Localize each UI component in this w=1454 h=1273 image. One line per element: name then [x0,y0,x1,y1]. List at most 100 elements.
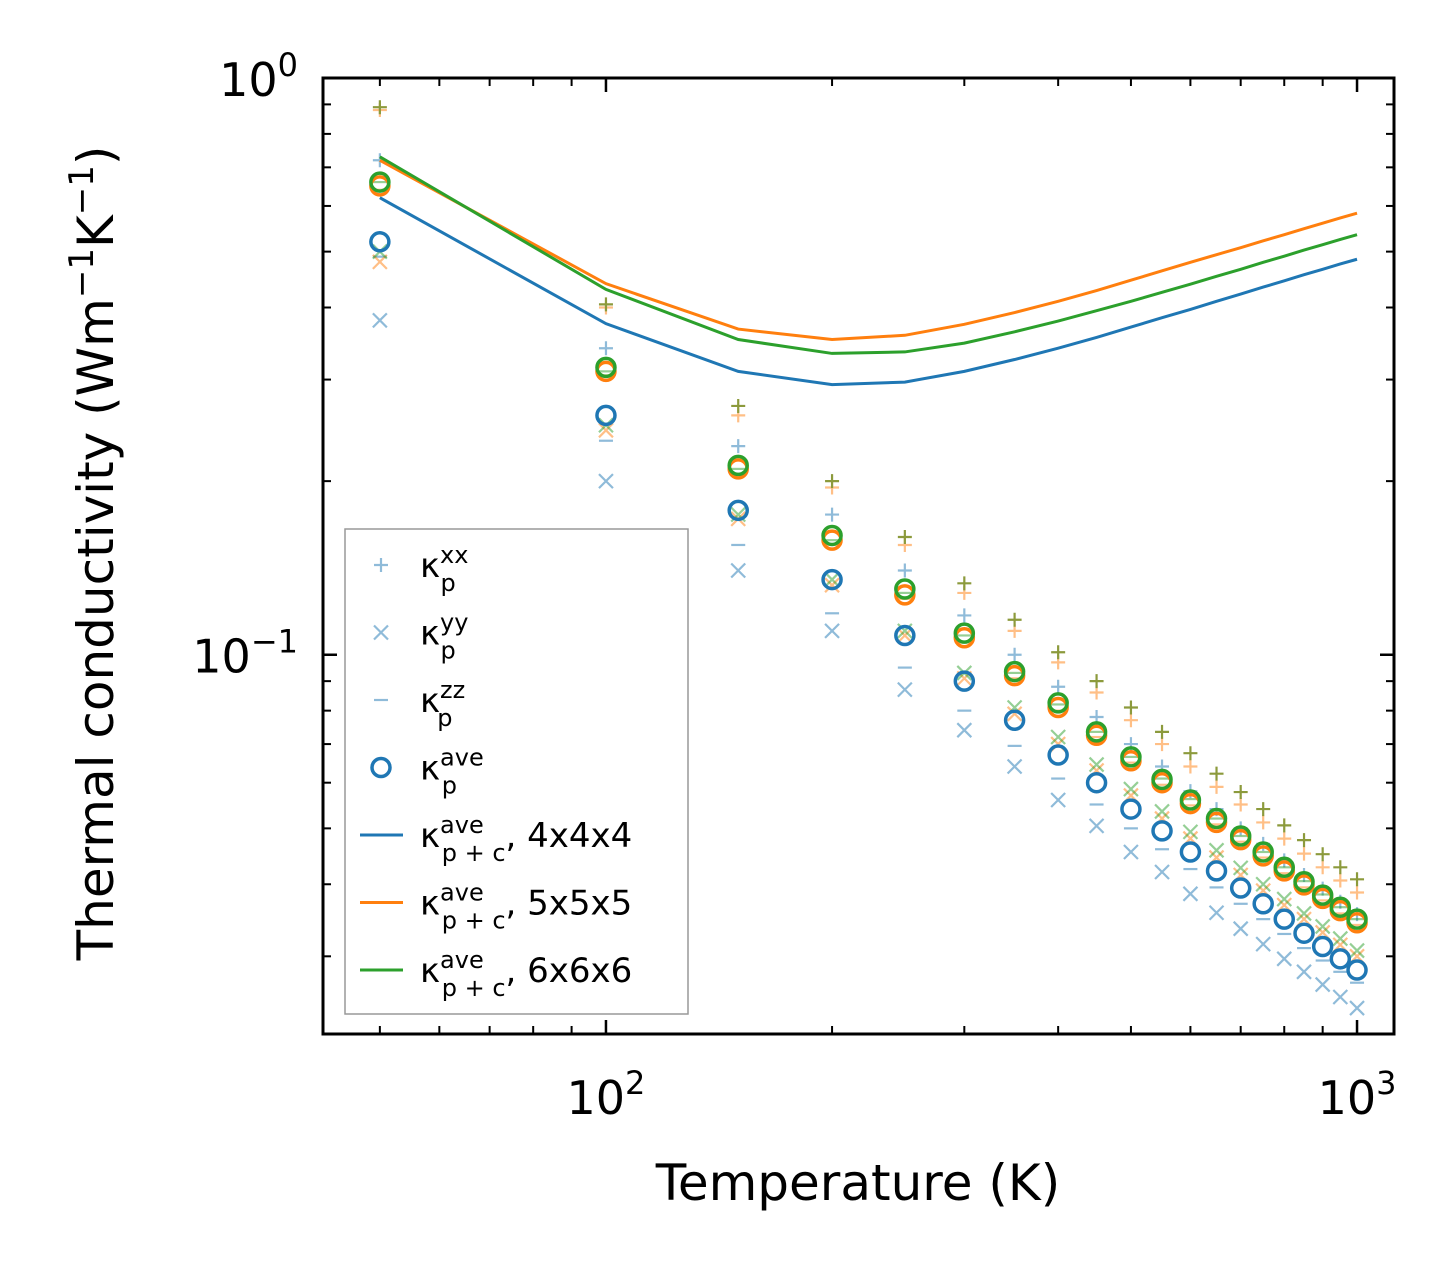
data-point-κp_xx_6-4 [897,530,912,545]
data-point-κp_ave_4-2 [727,499,749,522]
legend-label-sub: p + c [442,974,506,1002]
legend-label-kappa: κ [420,951,440,991]
legend-label: κave p + c, 4x4x4 [420,811,632,867]
legend-label-kappa: κ [420,546,440,586]
data-point-κp_ave_6-5 [953,622,976,644]
series-κp_ave_4 [369,231,1368,981]
data-point-κp_yy_4-3 [824,623,840,639]
data-point-κp_yy_6-18 [1332,930,1349,947]
legend-entry-4: κave p + c, 4x4x4 [360,811,632,867]
data-point-κp_xx_6-5 [957,576,972,591]
data-point-κp_ave_4-19 [1346,959,1368,981]
data-point-κp_xx_4-7 [1051,679,1066,694]
data-point-κp_yy_4-0 [372,312,388,329]
y-tick-label-base: 10 [192,630,251,684]
data-point-κp_yy_6-17 [1314,918,1331,935]
data-point-κp_xx_5-19 [1350,885,1365,900]
legend-label-sub: p [440,637,455,665]
data-point-κp_yy_4-12 [1208,904,1225,921]
data-point-κp_ave_6-16 [1293,871,1315,893]
data-point-κp_xx_4-6 [1007,647,1022,662]
series-κp+c_ave_5x5x5 [379,158,1358,342]
legend-label-sup: ave [440,879,484,907]
data-point-κp_yy_5-3 [824,577,840,593]
y-axis-label-end: ) [67,146,125,166]
legend-entry-0: κxx p [374,541,468,597]
y-axis-label-mid: K [67,214,125,248]
data-point-κp_ave_6-0 [369,171,391,193]
x-tick-label-base: 10 [1318,1071,1377,1125]
data-point-κp_ave_4-16 [1293,922,1315,944]
series-group [369,100,1368,1016]
series-κp_ave_6 [369,171,1368,930]
series-κp_zz_6 [372,180,1365,921]
legend-label-tail: , 5x5x5 [506,884,633,924]
x-tick-label-exp: 3 [1376,1064,1396,1102]
data-point-κp_yy_4-9 [1123,844,1139,860]
data-point-κp_ave_4-18 [1329,948,1352,970]
x-tick-label-1: 103 [1318,1064,1397,1125]
x-tick-label-base: 10 [567,1071,626,1125]
data-point-κp_ave_4-11 [1179,841,1202,863]
data-point-κp_ave_6-9 [1120,746,1142,768]
legend-entry-5: κave p + c, 5x5x5 [360,879,632,935]
data-point-κp_yy_4-2 [730,562,746,579]
data-point-κp_ave_4-15 [1273,908,1295,930]
data-point-κp_xx_6-6 [1007,612,1022,627]
data-point-κp_yy_4-18 [1332,989,1349,1005]
data-point-κp_ave_6-17 [1311,884,1334,906]
data-point-κp_xx_5-15 [1277,831,1292,846]
data-point-κp_ave_6-8 [1085,721,1108,743]
data-point-κp_ave_4-12 [1205,860,1228,882]
legend-label: κzz p [420,676,465,732]
data-point-κp_yy_6-10 [1154,803,1170,820]
data-point-κp_yy_6-16 [1296,905,1312,922]
data-point-κp_xx_4-4 [897,563,912,578]
data-point-κp_ave_4-7 [1047,744,1069,766]
series-κp+c_ave_6x6x6 [379,155,1358,355]
legend-label: κave p + c, 6x6x6 [420,946,632,1002]
data-point-κp_ave_4-17 [1311,935,1334,958]
data-point-κp_ave_4-6 [1003,709,1026,731]
data-point-κp_xx_5-17 [1315,860,1330,875]
legend-label-kappa: κ [420,816,440,856]
data-point-κp_xx_4-2 [731,439,746,454]
plot-area [369,100,1368,1016]
data-point-κp_yy_5-6 [1006,706,1023,722]
data-point-κp_xx_6-10 [1155,724,1170,739]
y-tick-label-base: 10 [219,53,278,107]
data-point-κp_xx_6-9 [1123,700,1138,715]
data-point-κp_ave_6-1 [595,356,617,379]
data-point-κp_ave_4-10 [1151,820,1173,842]
legend-box [344,528,689,1015]
data-point-κp_yy_6-7 [1050,729,1066,745]
legend-label-sub: p + c [442,907,506,935]
x-tick-label-0: 102 [567,1064,646,1125]
data-point-κp_yy_6-15 [1276,891,1293,907]
data-point-κp_xx_6-14 [1256,802,1271,817]
legend-label: κave p + c, 5x5x5 [420,879,632,935]
data-point-κp_ave_4-4 [894,624,916,647]
series-κp_xx_6 [372,100,1365,887]
legend-swatch-circle [370,756,392,779]
legend-label-sup: ave [440,744,484,772]
data-point-κp_xx_6-11 [1183,746,1198,761]
data-point-κp_ave_4-3 [821,568,843,591]
legend-label: κxx p [420,541,468,597]
legend-swatch-x [373,624,389,641]
data-point-κp_xx_6-19 [1350,872,1365,887]
y-tick-label-exp: 0 [278,46,298,84]
data-point-κp_xx_6-3 [825,474,840,489]
data-point-κp_ave_6-6 [1003,660,1026,683]
data-point-κp_ave_6-11 [1179,789,1202,811]
data-point-κp_ave_6-15 [1273,856,1295,879]
data-point-κp_yy_4-5 [956,722,973,738]
y-tick-label-0: 10−1 [192,623,298,684]
legend-label-tail: , 6x6x6 [506,951,633,991]
series-line-κp+c_ave_6x6x6 [379,155,1358,355]
axis-labels: Temperature (K) Thermal conductivity (Wm… [62,146,1060,1212]
legend-label-sup: xx [440,541,468,569]
series-κp_zz_4 [372,255,1365,984]
